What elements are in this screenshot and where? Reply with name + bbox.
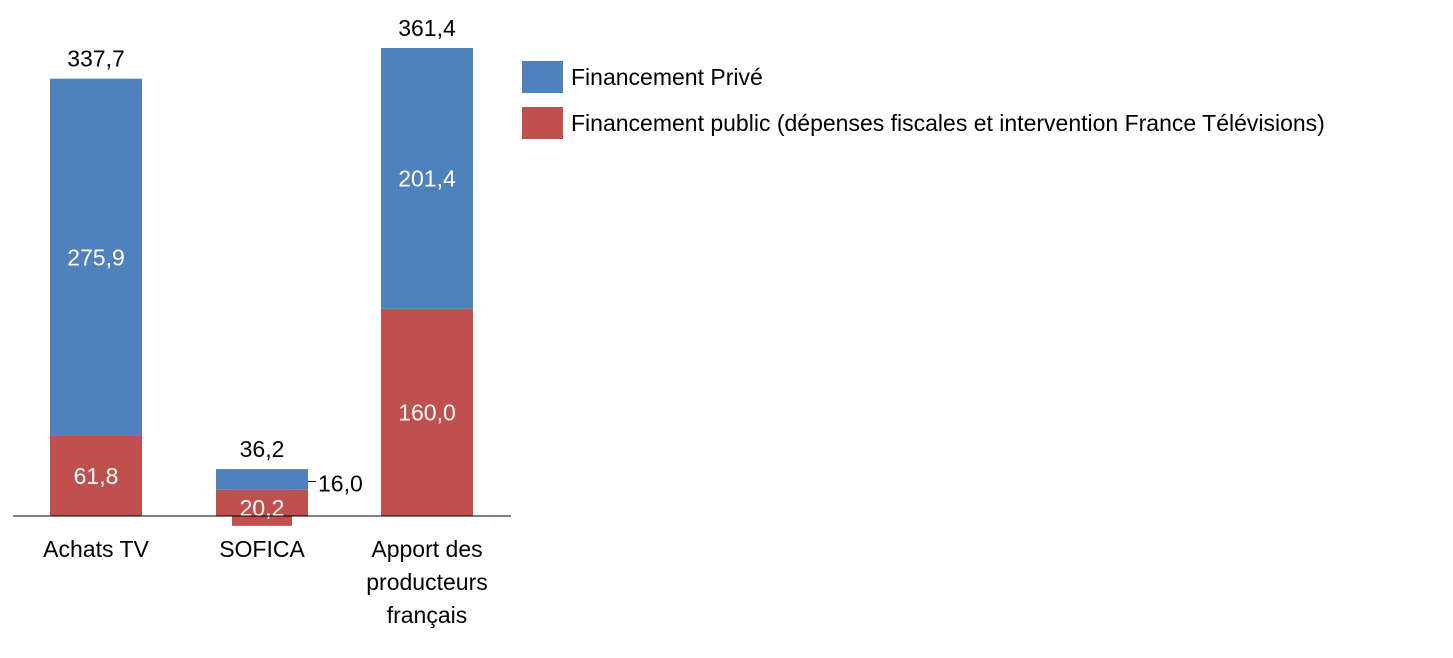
bars-layer <box>50 48 473 516</box>
bar-private-1 <box>50 78 142 436</box>
legend-swatch-1 <box>522 61 563 93</box>
total-label-1: 337,7 <box>67 46 125 72</box>
data-label-private-2: 16,0 <box>318 470 363 496</box>
total-label-2: 36,2 <box>240 436 285 462</box>
data-label-public-1: 61,8 <box>74 463 119 489</box>
labels-layer: 61,8 275,9 337,7 20,2 16,0 36,2 160,0 201,4 361,… <box>67 15 456 526</box>
total-label-3: 361,4 <box>398 15 456 41</box>
x-tick-label-3-2: producteurs <box>366 569 487 595</box>
x-tick-label-2-1: SOFICA <box>219 536 305 562</box>
data-label-public-2: 20,2 <box>240 495 285 521</box>
data-label-private-3: 201,4 <box>398 165 456 191</box>
x-tick-label-3-3: français <box>387 602 468 628</box>
bar-private-3 <box>381 48 473 309</box>
legend: Financement Privé Financement public (dép… <box>522 61 1325 139</box>
data-label-box-public-2 <box>232 489 292 526</box>
x-tick-label-1-1: Achats TV <box>43 536 149 562</box>
bar-public-1 <box>50 435 142 516</box>
data-label-private-1: 275,9 <box>67 244 125 270</box>
x-tick-labels: Achats TV SOFICA Apport des producteurs fran… <box>43 536 488 628</box>
legend-label-1: Financement Privé <box>571 64 763 90</box>
bar-private-2 <box>216 469 308 490</box>
legend-swatch-2 <box>522 107 563 139</box>
legend-label-2: Financement public (dépenses fiscales et… <box>571 110 1325 136</box>
data-label-public-3: 160,0 <box>398 399 456 425</box>
bar-public-3 <box>381 308 473 516</box>
x-tick-label-3-1: Apport des <box>371 536 482 562</box>
